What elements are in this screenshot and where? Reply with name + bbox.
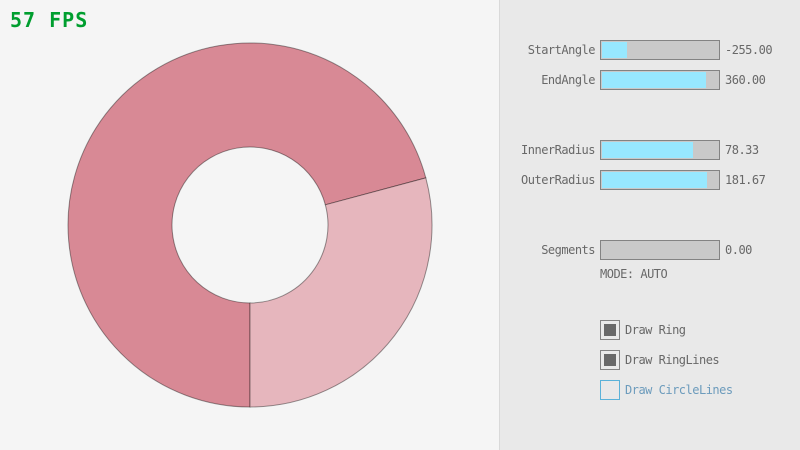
end-angle-label: EndAngle (541, 73, 595, 87)
inner-radius-slider[interactable] (600, 140, 720, 160)
fps-counter: 57 FPS (10, 8, 89, 32)
segments-slider[interactable] (600, 240, 720, 260)
outer-radius-slider[interactable] (600, 170, 720, 190)
end-angle-slider-fill (602, 72, 707, 88)
draw-ring-checkbox[interactable] (600, 320, 620, 340)
draw-circlelines-label: Draw CircleLines (625, 383, 733, 397)
mode-auto-text: MODE: AUTO (600, 267, 668, 281)
inner-radius-value: 78.33 (725, 143, 759, 157)
outer-radius-label: OuterRadius (521, 173, 595, 187)
start-angle-value: -255.00 (725, 43, 773, 57)
start-angle-label: StartAngle (527, 43, 596, 57)
end-angle-value: 360.00 (725, 73, 766, 87)
checkmark-icon (604, 324, 616, 336)
outer-radius-slider-fill (602, 172, 708, 188)
draw-ring-label: Draw Ring (625, 323, 686, 337)
segments-value: 0.00 (725, 243, 752, 257)
inner-radius-label: InnerRadius (521, 143, 595, 157)
draw-ringlines-label: Draw RingLines (625, 353, 720, 367)
outer-radius-value: 181.67 (725, 173, 766, 187)
draw-circlelines-checkbox[interactable] (600, 380, 620, 400)
start-angle-slider-fill (602, 42, 628, 58)
segments-label: Segments (541, 243, 595, 257)
checkmark-icon (604, 354, 616, 366)
draw-ringlines-checkbox[interactable] (600, 350, 620, 370)
end-angle-slider[interactable] (600, 70, 720, 90)
ring-sector-single-drawn (249, 177, 433, 408)
ring-sector-double-drawn (67, 42, 427, 408)
inner-radius-slider-fill (602, 142, 693, 158)
start-angle-slider[interactable] (600, 40, 720, 60)
